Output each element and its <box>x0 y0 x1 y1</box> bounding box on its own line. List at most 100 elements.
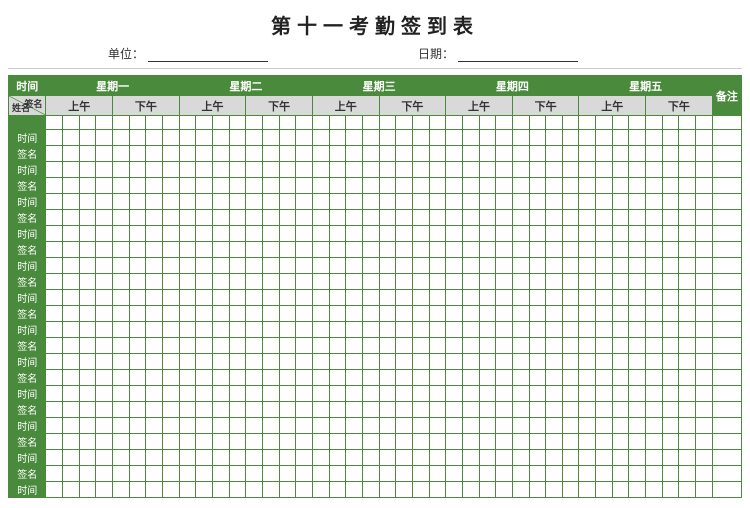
header-remark: 备注 <box>712 76 741 116</box>
cell <box>129 210 146 226</box>
header-half: 上午 <box>312 96 379 116</box>
cell <box>696 338 713 354</box>
cell <box>346 178 363 194</box>
cell <box>479 466 496 482</box>
cell <box>529 226 546 242</box>
cell <box>129 418 146 434</box>
cell <box>579 466 596 482</box>
cell <box>129 130 146 146</box>
cell <box>229 418 246 434</box>
cell <box>429 386 446 402</box>
cell <box>562 322 579 338</box>
cell <box>213 162 230 178</box>
cell <box>146 306 163 322</box>
cell <box>529 162 546 178</box>
cell <box>629 306 646 322</box>
cell <box>379 450 396 466</box>
remark-cell <box>712 116 741 130</box>
cell <box>346 418 363 434</box>
cell <box>579 418 596 434</box>
cell <box>596 178 613 194</box>
cell <box>529 116 546 130</box>
row-label: 时间 <box>9 130 46 146</box>
cell <box>596 370 613 386</box>
cell <box>629 418 646 434</box>
cell <box>679 338 696 354</box>
cell <box>612 386 629 402</box>
cell <box>379 178 396 194</box>
cell <box>246 466 263 482</box>
cell <box>579 290 596 306</box>
cell <box>679 370 696 386</box>
cell <box>412 146 429 162</box>
cell <box>396 146 413 162</box>
cell <box>662 434 679 450</box>
cell <box>113 450 130 466</box>
cell <box>646 274 663 290</box>
cell <box>379 274 396 290</box>
cell <box>396 210 413 226</box>
cell <box>312 258 329 274</box>
cell <box>612 322 629 338</box>
cell <box>579 434 596 450</box>
cell <box>612 194 629 210</box>
cell <box>163 258 180 274</box>
cell <box>662 210 679 226</box>
cell <box>163 210 180 226</box>
cell <box>129 306 146 322</box>
cell <box>529 402 546 418</box>
cell <box>446 274 463 290</box>
cell <box>196 306 213 322</box>
cell <box>113 338 130 354</box>
cell <box>329 322 346 338</box>
cell <box>396 482 413 498</box>
cell <box>263 354 280 370</box>
row-label: 签名 <box>9 466 46 482</box>
cell <box>113 386 130 402</box>
cell <box>596 338 613 354</box>
cell <box>63 306 80 322</box>
cell <box>96 322 113 338</box>
cell <box>512 466 529 482</box>
cell <box>46 290 63 306</box>
cell <box>362 482 379 498</box>
cell <box>429 322 446 338</box>
cell <box>362 402 379 418</box>
cell <box>96 210 113 226</box>
cell <box>362 338 379 354</box>
cell <box>46 274 63 290</box>
cell <box>612 466 629 482</box>
cell <box>279 338 296 354</box>
cell <box>279 434 296 450</box>
cell <box>96 226 113 242</box>
cell <box>562 116 579 130</box>
cell <box>296 162 313 178</box>
cell <box>329 466 346 482</box>
cell <box>562 386 579 402</box>
cell <box>346 434 363 450</box>
cell <box>562 370 579 386</box>
cell <box>696 482 713 498</box>
cell <box>446 306 463 322</box>
cell <box>662 354 679 370</box>
cell <box>79 242 96 258</box>
cell <box>213 226 230 242</box>
cell <box>512 242 529 258</box>
cell <box>379 418 396 434</box>
cell <box>329 306 346 322</box>
cell <box>146 354 163 370</box>
cell <box>646 146 663 162</box>
cell <box>512 210 529 226</box>
cell <box>612 338 629 354</box>
cell <box>629 242 646 258</box>
cell <box>312 386 329 402</box>
cell <box>312 370 329 386</box>
cell <box>246 290 263 306</box>
cell <box>579 130 596 146</box>
cell <box>196 116 213 130</box>
cell <box>329 290 346 306</box>
cell <box>213 306 230 322</box>
cell <box>646 450 663 466</box>
cell <box>646 242 663 258</box>
header-half: 上午 <box>579 96 646 116</box>
